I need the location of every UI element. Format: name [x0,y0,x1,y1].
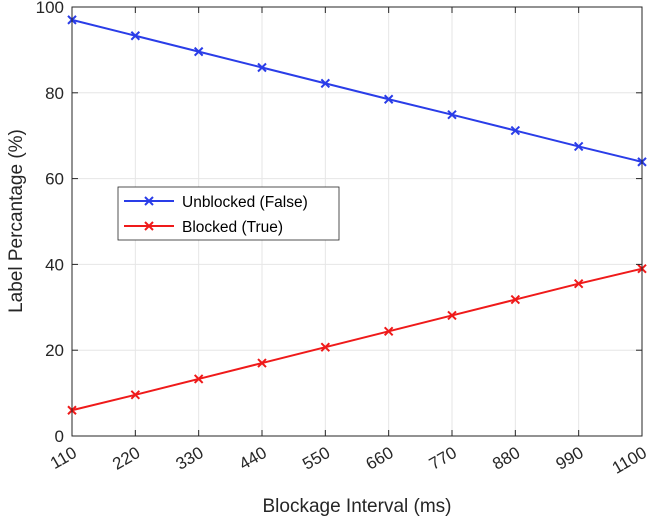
data-point-series-1 [257,358,267,368]
data-point-series-0 [447,109,457,120]
data-point-series-0 [573,141,584,152]
y-tick-label: 80 [45,84,64,103]
x-tick-label: 440 [236,443,270,474]
x-tick-label: 330 [173,443,207,474]
legend-label-blocked: Blocked (True) [182,219,283,236]
legend-marker-blocked [144,221,154,231]
x-tick-label: 880 [489,443,523,474]
series-lines [67,15,647,415]
series-line-1 [71,267,643,412]
x-tick-label: 110 [47,443,80,473]
data-point-series-0 [193,46,204,57]
data-point-series-1 [193,374,204,384]
x-tick-label: 660 [363,443,397,474]
x-tick-label: 550 [299,443,333,474]
x-axis-title: Blockage Interval (ms) [262,496,451,517]
series-line-0 [71,18,643,163]
plot-frame [71,6,643,437]
legend-item-blocked: Blocked (True) [124,219,283,236]
legend-marker-unblocked [144,196,154,206]
data-point-series-0 [130,31,141,41]
legend-label-unblocked: Unblocked (False) [182,194,308,211]
y-tick-label: 100 [36,0,64,17]
y-tick-label: 60 [45,170,64,189]
y-axis-title: Label Percantage (%) [6,129,27,313]
legend-box [117,186,340,241]
data-point-series-1 [573,278,584,289]
y-tick-label: 0 [55,427,64,446]
data-point-series-1 [383,326,394,337]
x-tick-label: 1100 [609,443,650,478]
data-point-series-0 [320,78,331,89]
y-tick-label: 40 [45,255,64,274]
data-point-series-1 [320,342,331,352]
data-point-series-0 [257,62,267,73]
data-point-series-0 [383,94,394,104]
y-tick-label: 20 [45,341,64,360]
x-tick-label: 990 [553,443,587,474]
data-point-series-1 [130,390,141,400]
legend-item-unblocked: Unblocked (False) [124,194,308,211]
x-tick-label: 220 [109,443,143,474]
x-tick-label: 770 [426,443,460,474]
data-point-series-1 [447,310,457,321]
legend: Unblocked (False) Blocked (True) [117,186,340,241]
data-point-series-1 [510,294,521,305]
data-point-series-0 [510,125,521,136]
